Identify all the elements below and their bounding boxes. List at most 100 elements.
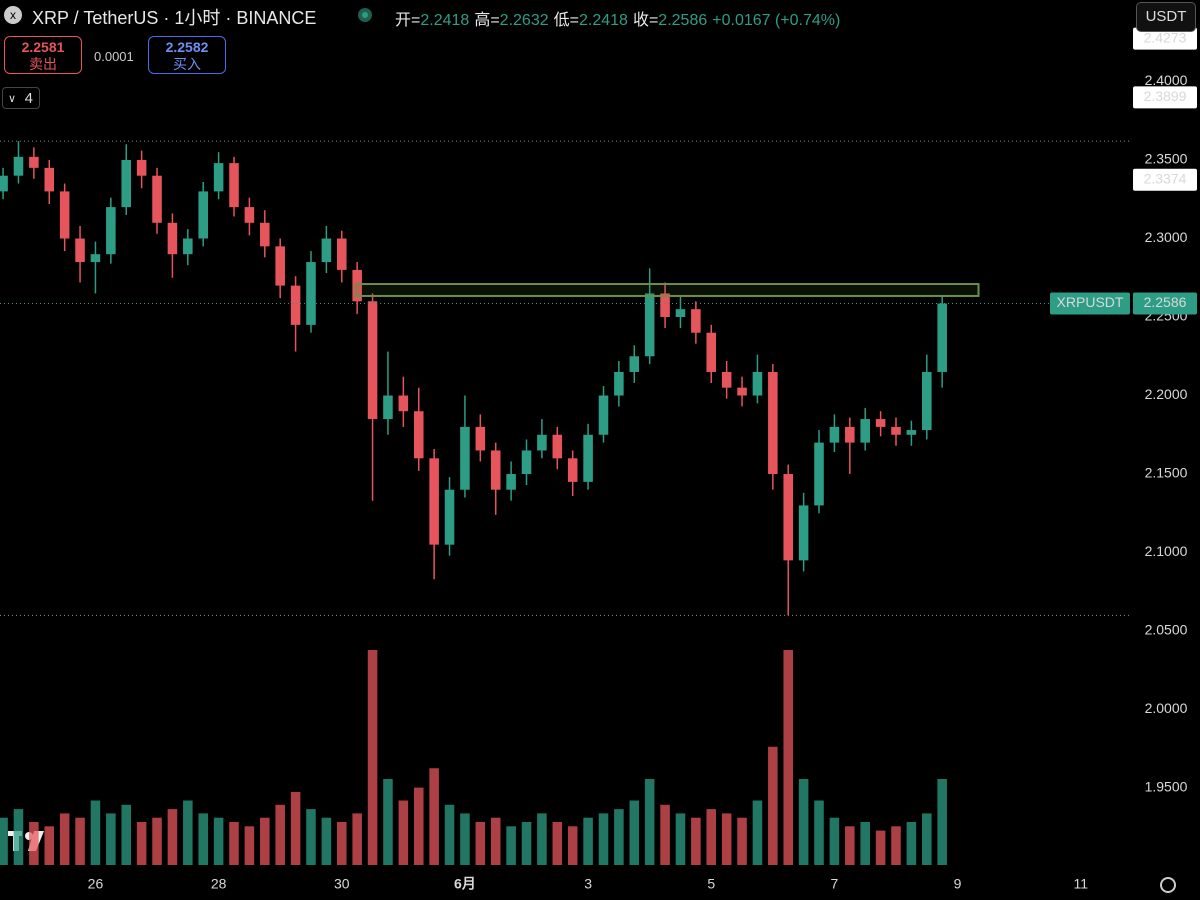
symbol: XRP / TetherUS · 1小时 · BINANCE [32,8,317,28]
volume-bar [598,813,609,865]
zone-box [354,283,980,297]
x-tick-label: 3 [584,876,592,892]
volume-bar [783,650,794,865]
volume-bar [829,817,840,865]
volume-bar [845,826,855,865]
ohlc-change: +0.0167 (+0.74%) [712,12,841,29]
candle-body [383,395,393,420]
candle-body [398,395,409,412]
volume-bar [737,817,747,865]
candle-body [875,419,886,427]
x-tick-label: 6月 [454,876,476,892]
candle-body [106,207,116,255]
y-tick-label: 1.9500 [1145,779,1188,795]
buy-label: 买入 [173,56,201,72]
candle-body [121,159,132,208]
buy-button[interactable]: 2.2582 买入 [148,36,226,74]
candle-body [475,426,486,451]
candle-body [537,434,547,451]
ohlc-label: 低= [553,12,579,29]
indicators-toggle[interactable]: ∨ 4 [2,87,40,109]
candle-body [737,387,747,396]
volume-bar [691,817,701,865]
sell-price: 2.2581 [21,39,65,55]
candle-body [691,309,701,333]
y-tick-label: 2.2000 [1145,386,1188,402]
volume-bar [644,779,655,865]
volume-bar [136,822,147,865]
spread: 0.0001 [94,49,134,64]
candle-body [413,411,424,459]
candle-body [552,434,563,459]
price-mark-box [1133,86,1197,109]
candle-body [752,371,763,396]
volume-bar [306,809,316,865]
last-name: XRPUSDT [1057,294,1124,310]
currency-button[interactable]: USDT [1136,2,1196,32]
x-tick-label: 9 [954,876,962,892]
volume-bar [937,779,947,865]
price-mark-label: 2.4273 [1144,29,1187,45]
volume-bar [29,822,39,865]
y-tick-label: 2.0500 [1145,622,1188,638]
volume-bar [552,822,563,865]
volume-bar [475,822,486,865]
candle-body [167,222,178,255]
volume-bar [675,813,686,865]
volume-bar [352,813,362,865]
close-icon[interactable]: x [4,6,22,24]
candle-body [229,163,239,208]
ohlc-value: 2.2418 [420,12,470,29]
candle-body [783,474,794,561]
candle-body [521,450,532,475]
last-price-label: 2.2586 [1144,294,1187,310]
y-tick-label: 2.3000 [1145,229,1188,245]
candle-body [660,293,670,318]
ohlc-value: 2.2632 [499,12,549,29]
ohlc-value: 2.2418 [578,12,628,29]
candle-body [183,238,193,255]
volume-bar [922,813,932,865]
volume-bar [260,817,270,865]
volume-bar [321,817,332,865]
volume-bar [629,800,640,865]
candle-body [706,332,717,372]
volume-bar [752,800,763,865]
candle-body [13,156,24,176]
candle-body [275,246,285,286]
candle-body [213,163,224,192]
volume-bar [721,813,732,865]
candle-body [460,426,470,490]
volume-bar [275,804,285,865]
candle-body [490,450,501,490]
volume-bar [59,813,70,865]
x-tick-label: 11 [1073,876,1088,892]
volume-bar [229,822,239,865]
candle-body [44,167,55,192]
x-tick-label: 5 [707,876,715,892]
volume-bar [860,822,870,865]
candle-body [90,254,101,263]
candle-body [59,191,70,239]
ohlc-label: 收= [632,12,659,29]
volume-bar [614,809,624,865]
x-tick-label: 26 [88,876,104,892]
volume-bar [875,830,886,865]
y-tick-label: 2.3500 [1145,151,1188,167]
settings-icon[interactable] [1160,877,1176,893]
price-mark-label: 2.3374 [1144,170,1187,186]
volume-bar [429,768,439,865]
candle-body [29,156,39,168]
candle-body [922,371,932,431]
y-tick-label: 2.4000 [1145,72,1188,88]
candle-body [768,371,778,475]
ohlc-label: 开= [395,12,421,29]
last-name-box [1050,292,1130,315]
sell-button[interactable]: 2.2581 卖出 [4,36,82,74]
candle-body [321,238,332,263]
candle-body [260,222,270,247]
candle-body [675,309,686,318]
volume-bar [290,791,301,865]
indicators-count: 4 [24,90,33,107]
candle-body [891,426,901,435]
